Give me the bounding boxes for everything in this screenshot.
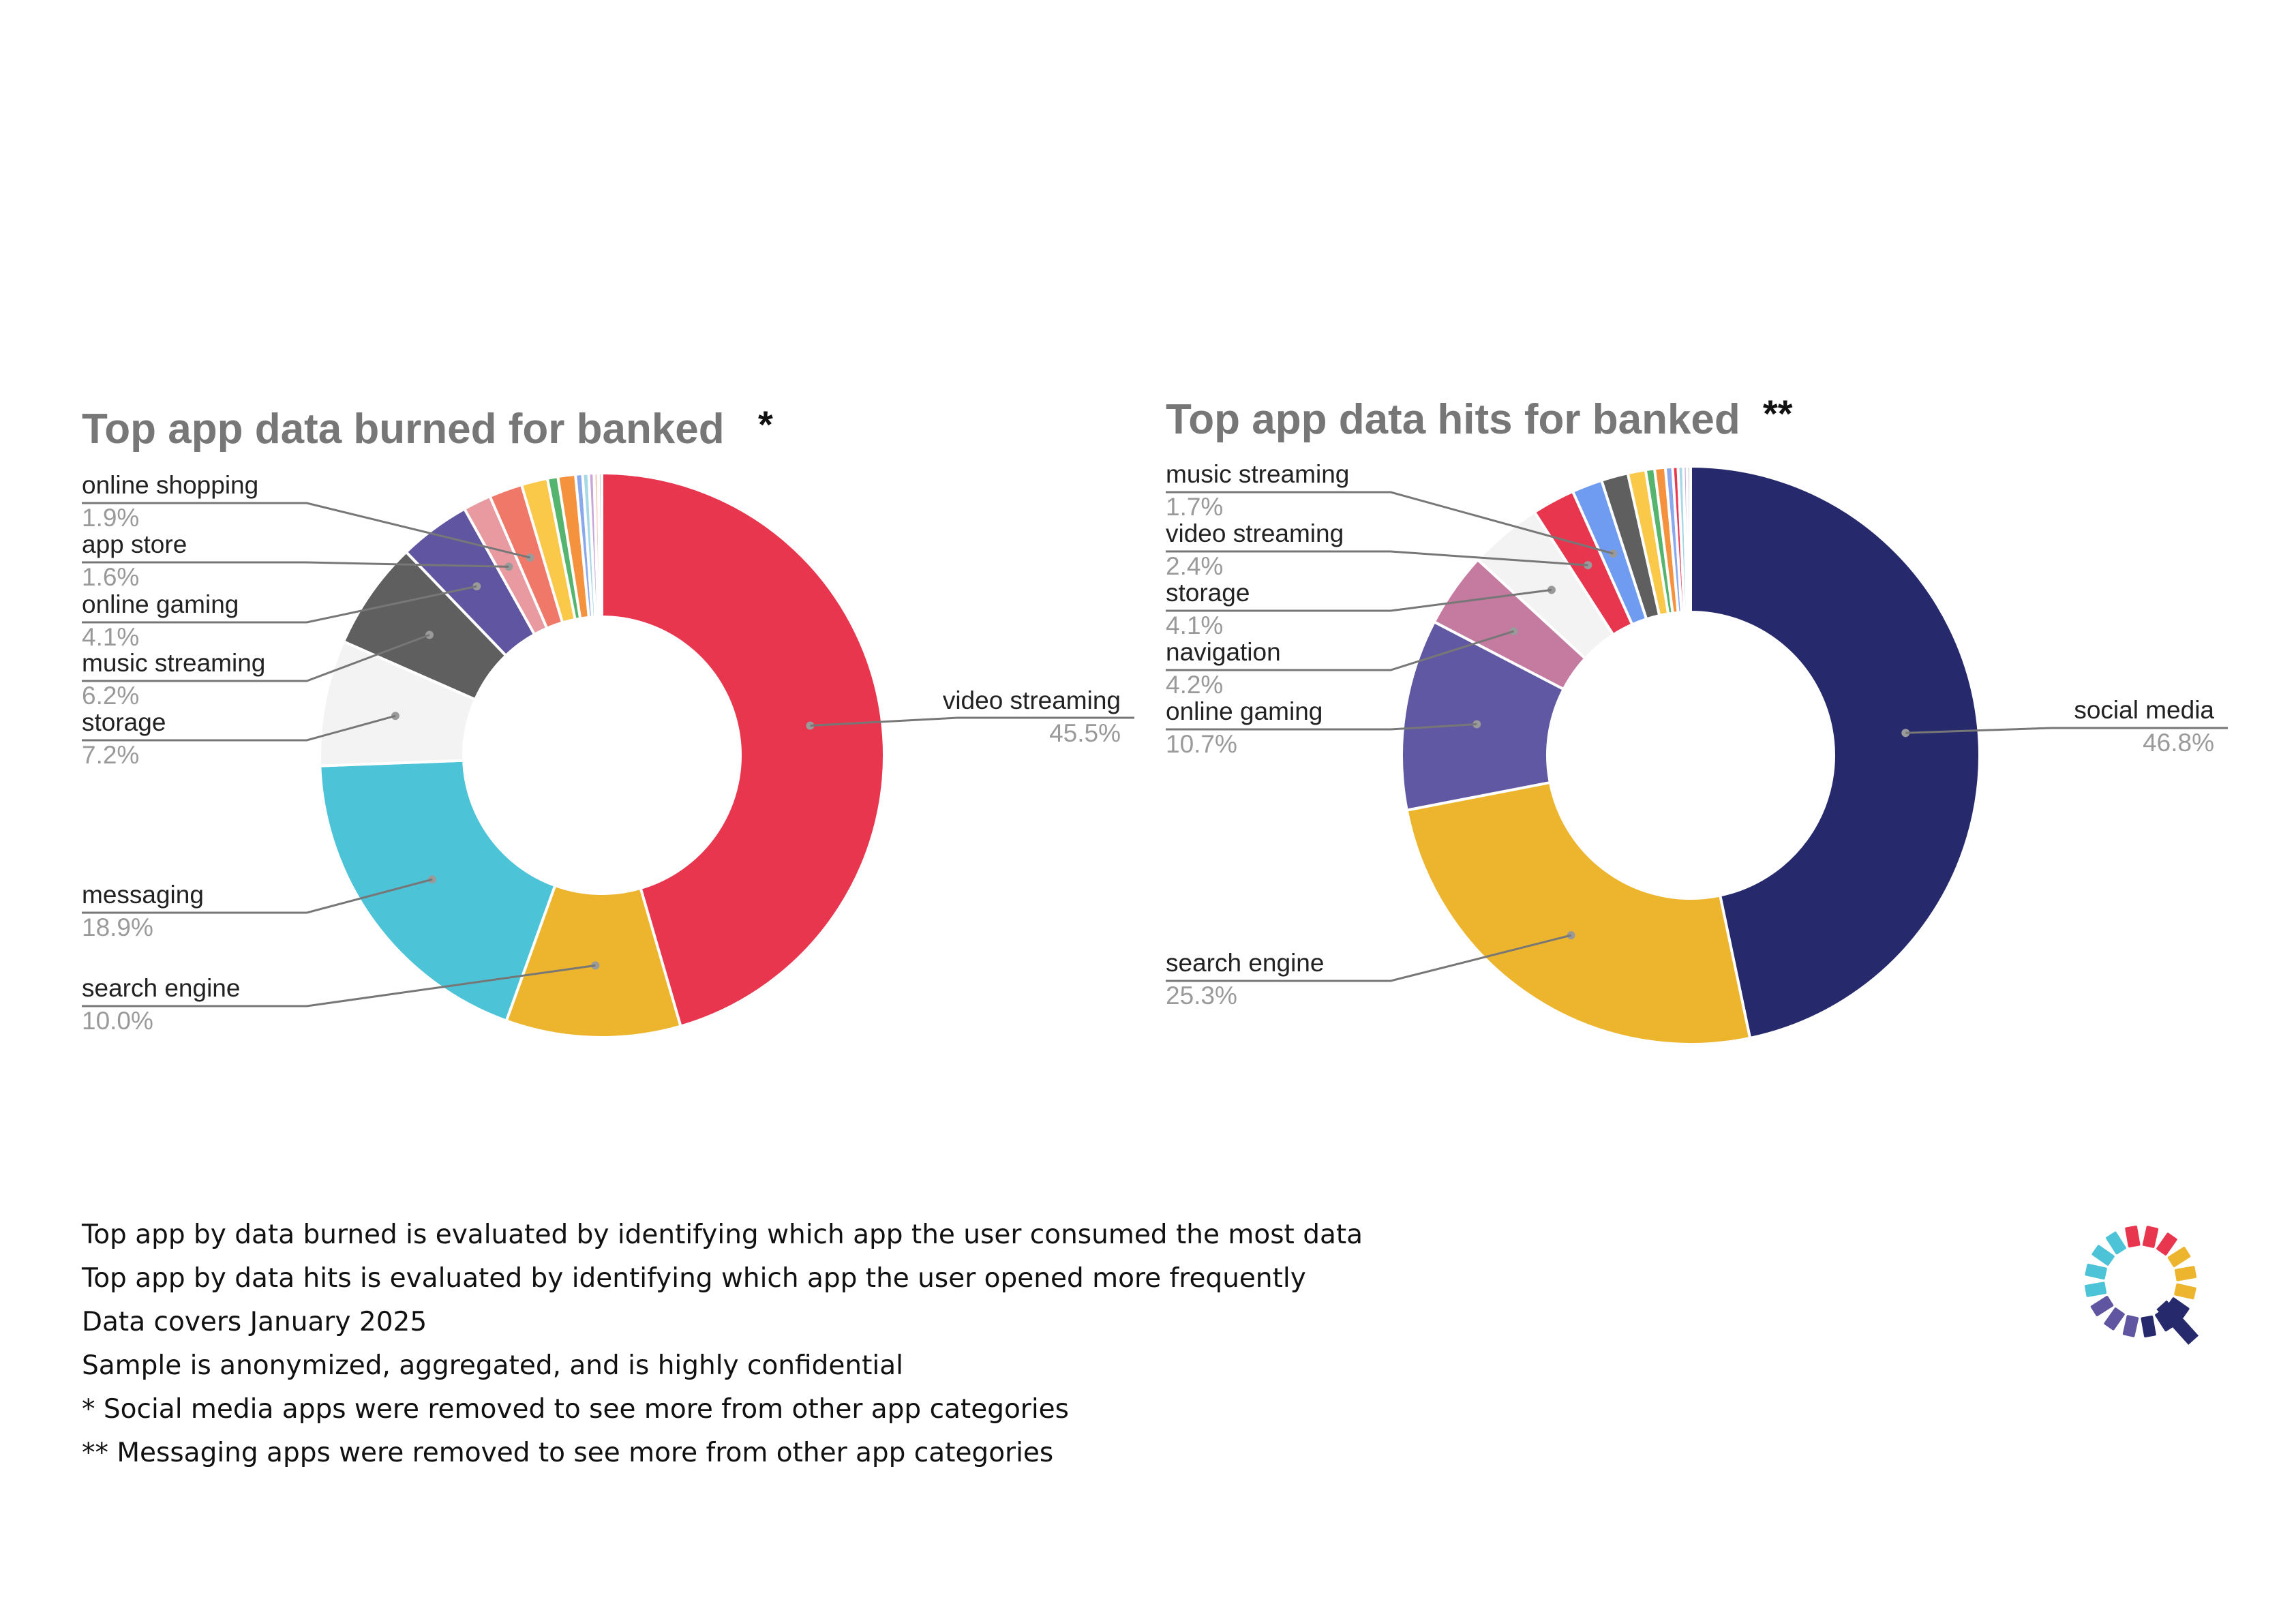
chart1-leader-line-messaging — [82, 878, 433, 914]
chart1-slice-messaging — [318, 759, 557, 1023]
logo-bar — [2167, 1247, 2191, 1267]
logo-bar — [2166, 1297, 2190, 1318]
chart2-leader-line-video-streaming — [1166, 550, 1588, 566]
logo-bar — [2090, 1296, 2114, 1316]
chart2-value-navigation: 4.2% — [1166, 671, 1223, 699]
footnotes: Top app by data burned is evaluated by i… — [82, 1213, 1650, 1475]
chart2-slice-other-8 — [1685, 464, 1692, 614]
note-double-asterisk: ** Messaging apps were removed to see mo… — [82, 1438, 1054, 1468]
chart1-label-video-streaming: video streaming — [943, 686, 1121, 714]
chart2-label-navigation: navigation — [1166, 638, 1281, 666]
chart1-value-video-streaming: 45.5% — [1049, 719, 1121, 747]
chart1-label-music-streaming: music streaming — [82, 649, 265, 677]
chart1-value-storage: 7.2% — [82, 741, 139, 769]
chart1-leader-line-music-streaming — [82, 634, 430, 682]
chart2-value-video-streaming: 2.4% — [1166, 552, 1223, 580]
chart1-value-online-gaming: 4.1% — [82, 623, 139, 651]
logo-bar — [2106, 1231, 2126, 1255]
chart2-value-music-streaming: 1.7% — [1166, 493, 1223, 521]
chart1-value-app-store: 1.6% — [82, 563, 139, 591]
logo-tail — [2156, 1300, 2199, 1345]
note-data-burned: Top app by data burned is evaluated by i… — [82, 1219, 1363, 1250]
note-data-hits: Top app by data hits is evaluated by ide… — [82, 1263, 1306, 1294]
chart2-slice-search-engine — [1405, 780, 1752, 1046]
chart2-leader-line-online-gaming — [1166, 723, 1477, 731]
chart1-title-mark: * — [758, 403, 773, 446]
chart1-slice-search-engine — [504, 883, 682, 1039]
chart2-label-search-engine: search engine — [1166, 949, 1324, 977]
logo-bar — [2174, 1266, 2197, 1281]
chart1-leader-line-online-gaming — [82, 585, 477, 624]
chart1-label-search-engine: search engine — [82, 974, 240, 1002]
chart1-value-music-streaming: 6.2% — [82, 682, 139, 710]
chart2-leader-line-search-engine — [1166, 934, 1571, 982]
chart1-leader-line-storage — [82, 714, 396, 742]
logo-bar — [2141, 1315, 2156, 1338]
chart1-donut — [318, 471, 886, 1039]
chart2-leader-line-storage — [1166, 588, 1552, 612]
note-single-asterisk: * Social media apps were removed to see … — [82, 1394, 1069, 1425]
note-confidential: Sample is anonymized, aggregated, and is… — [82, 1350, 903, 1381]
chart2-leader-line-music-streaming — [1166, 491, 1614, 555]
logo-bar — [2104, 1307, 2125, 1331]
logo-bar — [2174, 1283, 2196, 1300]
chart1-label-online-shopping: online shopping — [82, 471, 258, 499]
note-data-period: Data covers January 2025 — [82, 1307, 427, 1337]
chart1-label-app-store: app store — [82, 530, 187, 558]
logo-bar — [2156, 1232, 2177, 1256]
logo-bar — [2125, 1225, 2141, 1248]
chart1-slice-video-streaming — [601, 471, 886, 1029]
chart2-value-social-media: 46.8% — [2143, 729, 2214, 757]
logo-bar — [2155, 1308, 2175, 1332]
chart2-leader-line-social-media — [1905, 727, 2228, 734]
chart1-value-messaging: 18.9% — [82, 913, 153, 941]
chart1-leader-line-video-streaming — [810, 716, 1134, 727]
chart2-value-storage: 4.1% — [1166, 611, 1223, 639]
chart1-label-online-gaming: online gaming — [82, 590, 239, 618]
chart2-labels: social media 46.8% search engine 25.3% onlin… — [1166, 460, 2228, 1010]
chart2-label-storage: storage — [1166, 579, 1250, 607]
chart1-label-storage: storage — [82, 708, 166, 736]
chart1-labels: video streaming 45.5% search engine 10.0% me… — [82, 471, 1134, 1035]
chart1-leader-line-online-shopping — [82, 502, 530, 559]
logo-bar — [2091, 1245, 2115, 1266]
chart2-leader-line-navigation — [1166, 630, 1514, 671]
logo-bar — [2122, 1315, 2139, 1337]
chart1-leader-line-app-store — [82, 561, 509, 568]
circular-bars-logo-icon — [2084, 1225, 2199, 1345]
chart2-value-search-engine: 25.3% — [1166, 982, 1237, 1010]
chart2-donut — [1400, 464, 1981, 1046]
chart1-value-search-engine: 10.0% — [82, 1007, 153, 1035]
chart2-title-mark: ** — [1763, 392, 1793, 435]
chart2-label-online-gaming: online gaming — [1166, 697, 1323, 725]
chart2-slice-social-media — [1689, 464, 1981, 1040]
chart2-title: Top app data hits for banked — [1166, 396, 1740, 443]
logo-bar — [2085, 1263, 2107, 1280]
chart1-title: Top app data burned for banked — [82, 406, 725, 453]
chart1-slice-other-7 — [596, 471, 603, 619]
chart2-label-video-streaming: video streaming — [1166, 519, 1344, 547]
logo-bar — [2142, 1226, 2159, 1248]
chart1-label-messaging: messaging — [82, 881, 204, 909]
chart2-label-music-streaming: music streaming — [1166, 460, 1349, 488]
logo-bar — [2084, 1281, 2107, 1297]
chart1-value-online-shopping: 1.9% — [82, 504, 139, 532]
chart2-value-online-gaming: 10.7% — [1166, 730, 1237, 758]
chart2-label-social-media: social media — [2074, 696, 2214, 724]
chart1-leader-line-search-engine — [82, 964, 596, 1007]
